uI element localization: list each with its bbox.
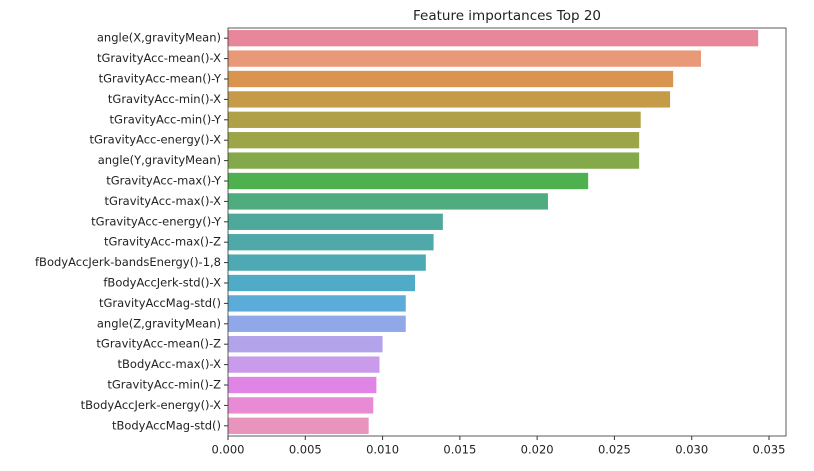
y-tick-label: fBodyAccJerk-std()-X	[103, 276, 221, 290]
bar	[228, 50, 701, 67]
bar	[228, 295, 406, 312]
y-tick-label: tGravityAcc-min()-Z	[107, 378, 221, 392]
bar	[228, 193, 548, 210]
x-tick-label: 0.000	[212, 443, 245, 457]
bar	[228, 111, 641, 128]
y-tick-label: tBodyAcc-max()-X	[118, 357, 222, 371]
bar	[228, 172, 589, 190]
y-tick-label: tBodyAccMag-std()	[112, 418, 221, 432]
bar	[228, 234, 434, 251]
bar	[228, 132, 640, 149]
x-tick-label: 0.015	[443, 443, 476, 457]
x-tick-label: 0.025	[598, 443, 631, 457]
bar	[228, 274, 416, 292]
x-tick-label: 0.005	[289, 443, 322, 457]
bar	[228, 213, 443, 230]
y-tick-label: fBodyAccJerk-bandsEnergy()-1,8	[35, 255, 221, 269]
bar	[228, 70, 674, 88]
y-tick-label: angle(Z,gravityMean)	[97, 316, 221, 330]
bar	[228, 376, 377, 394]
y-tick-label: tBodyAccJerk-energy()-X	[81, 398, 221, 412]
x-tick-label: 0.020	[521, 443, 554, 457]
y-tick-label: tGravityAcc-min()-X	[108, 92, 221, 106]
chart-title: Feature importances Top 20	[413, 8, 601, 24]
y-tick-label: tGravityAcc-energy()-Y	[91, 214, 222, 228]
bar	[228, 254, 426, 271]
bar	[228, 356, 380, 373]
bar	[228, 91, 671, 108]
y-tick-label: tGravityAcc-mean()-Z	[96, 337, 221, 351]
bar	[228, 397, 374, 414]
y-tick-label: angle(Y,gravityMean)	[98, 153, 221, 167]
bar	[228, 417, 369, 434]
plot-frame	[227, 27, 787, 437]
y-tick-label: tGravityAcc-max()-X	[105, 194, 222, 208]
bar	[228, 152, 640, 169]
y-tick-label: tGravityAcc-mean()-X	[97, 51, 221, 65]
bar	[228, 336, 383, 353]
y-tick-label: tGravityAcc-max()-Z	[104, 235, 221, 249]
bar	[228, 315, 406, 332]
x-tick-label: 0.030	[675, 443, 708, 457]
x-tick-label: 0.010	[366, 443, 399, 457]
y-tick-label: tGravityAcc-max()-Y	[106, 174, 222, 188]
y-tick-label: tGravityAcc-min()-Y	[110, 112, 222, 126]
bar	[228, 30, 759, 47]
y-tick-label: tGravityAcc-mean()-Y	[99, 72, 222, 86]
y-tick-label: tGravityAccMag-std()	[99, 296, 221, 310]
y-tick-label: tGravityAcc-energy()-X	[90, 133, 222, 147]
x-tick-label: 0.035	[753, 443, 786, 457]
y-tick-label: angle(X,gravityMean)	[97, 31, 221, 45]
